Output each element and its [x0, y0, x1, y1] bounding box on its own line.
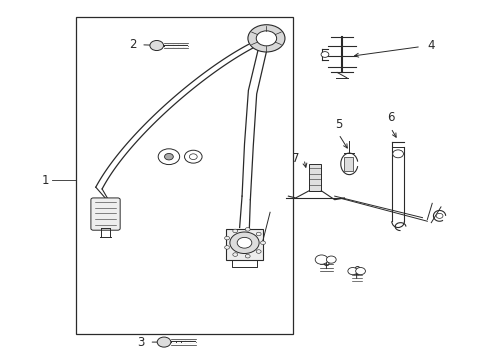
- Bar: [76, 17, 293, 334]
- Text: 6: 6: [386, 111, 394, 125]
- Circle shape: [232, 253, 237, 256]
- Bar: [308, 164, 321, 191]
- Circle shape: [256, 232, 261, 236]
- Text: 9: 9: [352, 265, 360, 278]
- Circle shape: [224, 246, 229, 249]
- Circle shape: [164, 153, 173, 160]
- Circle shape: [232, 229, 237, 233]
- Circle shape: [256, 31, 276, 46]
- Circle shape: [245, 228, 250, 231]
- Circle shape: [245, 255, 250, 258]
- Circle shape: [158, 149, 179, 165]
- Bar: [344, 157, 352, 171]
- Text: 1: 1: [42, 174, 49, 186]
- Bar: [226, 229, 262, 260]
- Circle shape: [256, 250, 261, 253]
- Circle shape: [347, 267, 357, 275]
- Circle shape: [321, 51, 328, 57]
- Circle shape: [157, 337, 170, 347]
- Circle shape: [326, 256, 335, 263]
- Text: 8: 8: [322, 256, 329, 269]
- Circle shape: [355, 267, 365, 275]
- Circle shape: [315, 255, 327, 264]
- Circle shape: [184, 150, 202, 163]
- Circle shape: [150, 41, 163, 50]
- Circle shape: [392, 150, 403, 158]
- Circle shape: [237, 237, 251, 248]
- Text: 4: 4: [427, 39, 434, 52]
- Text: 3: 3: [137, 336, 144, 348]
- Text: 5: 5: [334, 117, 342, 131]
- Text: 2: 2: [128, 38, 136, 51]
- Text: 7: 7: [291, 152, 299, 165]
- Circle shape: [189, 154, 197, 159]
- FancyBboxPatch shape: [91, 198, 120, 230]
- Circle shape: [224, 236, 229, 240]
- Circle shape: [435, 213, 442, 219]
- Circle shape: [229, 232, 259, 253]
- Circle shape: [260, 241, 265, 244]
- Circle shape: [247, 25, 285, 52]
